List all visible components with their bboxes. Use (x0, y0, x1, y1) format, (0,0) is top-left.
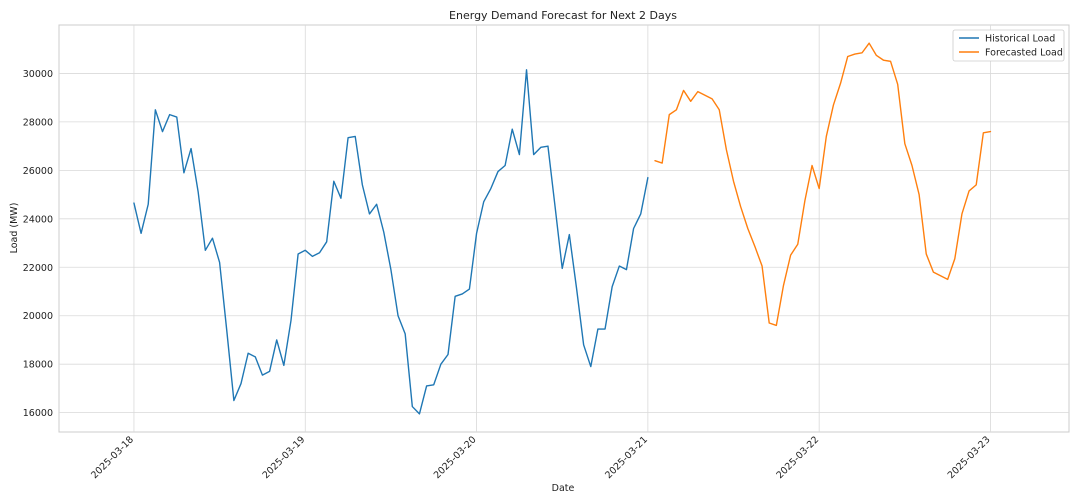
legend-label-historical: Historical Load (985, 34, 1055, 45)
legend-label-forecast: Forecasted Load (985, 48, 1063, 59)
y-tick-labels: 16000 18000 20000 22000 24000 26000 28000 30000 (23, 69, 53, 419)
series-lines (133, 42, 992, 415)
y-tick-label: 30000 (23, 69, 53, 80)
y-tick-label: 20000 (23, 311, 53, 322)
legend-box (952, 29, 1065, 62)
y-tick-label: 22000 (23, 263, 53, 274)
y-tick-label: 16000 (23, 408, 53, 419)
legend: Historical Load Forecasted Load (952, 29, 1065, 62)
y-tick-label: 26000 (23, 166, 53, 177)
gridlines (59, 25, 1069, 432)
x-axis-title: Date (552, 483, 575, 494)
y-tick-label: 18000 (23, 360, 53, 371)
series-line-forecast (654, 42, 992, 327)
chart-title: Energy Demand Forecast for Next 2 Days (449, 9, 677, 22)
y-tick-label: 24000 (23, 214, 53, 225)
y-axis-title: Load (MW) (9, 203, 20, 254)
series-line-historical (133, 69, 649, 415)
y-tick-label: 28000 (23, 117, 53, 128)
plot-area (58, 24, 1070, 433)
